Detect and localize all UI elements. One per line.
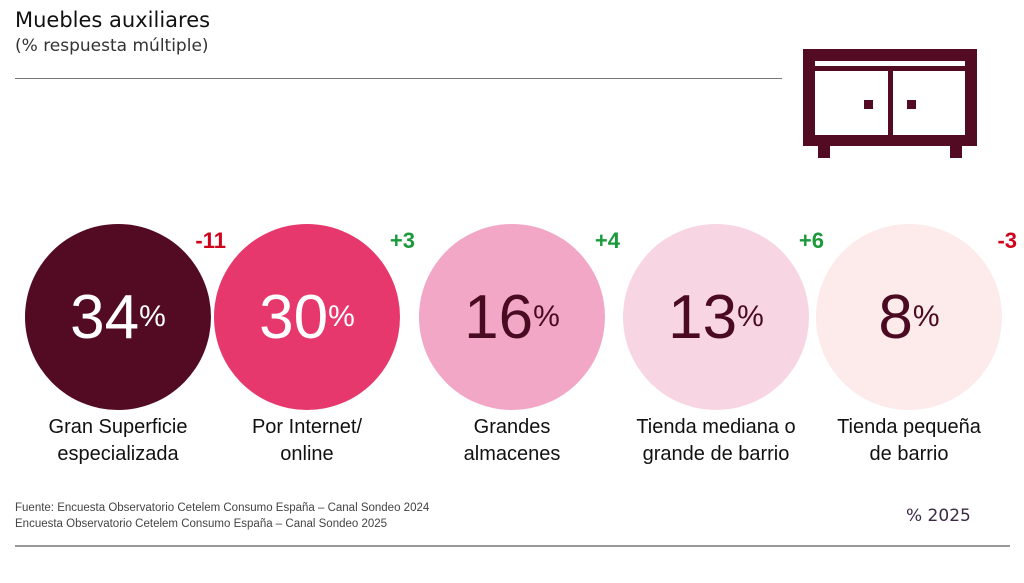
label-line: online: [280, 443, 334, 465]
percent-sign: %: [737, 300, 764, 333]
label-line: Tienda mediana o: [636, 416, 796, 438]
value-bubble: 8%: [816, 224, 1002, 410]
percent-sign: %: [328, 300, 355, 333]
value-bubble: 13%: [623, 224, 809, 410]
label-line: Por Internet/: [251, 416, 363, 438]
value-bubble: 16%: [419, 224, 605, 410]
percent-sign: %: [139, 300, 166, 333]
category-label: Grandes almacenes: [402, 414, 622, 468]
delta-label: -3: [997, 228, 1017, 253]
chart-subtitle: (% respuesta múltiple): [15, 36, 209, 56]
sideboard-icon: [803, 49, 977, 158]
label-line: Gran Superficie: [48, 416, 188, 438]
delta-label: +4: [594, 228, 620, 253]
value-bubble: 34%: [25, 224, 211, 410]
divider: [15, 545, 1010, 547]
category-label: Tienda pequeña de barrio: [799, 414, 1019, 468]
value-bubble: 30%: [214, 224, 400, 410]
delta-label: -11: [195, 228, 226, 253]
value-label: 16: [464, 282, 534, 352]
source-line: Encuesta Observatorio Cetelem Consumo Es…: [15, 518, 388, 530]
percent-sign: %: [912, 300, 940, 333]
value-label: 30: [259, 282, 329, 352]
value-label: 8: [878, 282, 913, 352]
label-line: almacenes: [463, 443, 561, 465]
category-label: Por Internet/online: [197, 414, 417, 468]
legend: % 2025: [906, 506, 971, 526]
label-line: especializada: [57, 443, 179, 465]
delta-label: +3: [389, 228, 415, 253]
chart-title: Muebles auxiliares: [15, 8, 211, 32]
label-line: Tienda pequeña: [837, 416, 981, 438]
source-note: Fuente: Encuesta Observatorio Cetelem Co…: [15, 500, 429, 532]
divider: [15, 78, 782, 79]
delta-label: +6: [798, 228, 824, 253]
source-line: Fuente: Encuesta Observatorio Cetelem Co…: [15, 502, 430, 514]
value-label: 34: [70, 282, 140, 352]
value-label: 13: [668, 282, 738, 352]
label-line: de barrio: [869, 443, 949, 465]
percent-sign: %: [533, 300, 560, 333]
category-label: Tienda mediana o grande de barrio: [606, 414, 826, 468]
category-label: Gran Superficie especializada: [8, 414, 228, 468]
label-line: Grandes: [473, 416, 551, 438]
label-line: grande de barrio: [642, 443, 790, 465]
